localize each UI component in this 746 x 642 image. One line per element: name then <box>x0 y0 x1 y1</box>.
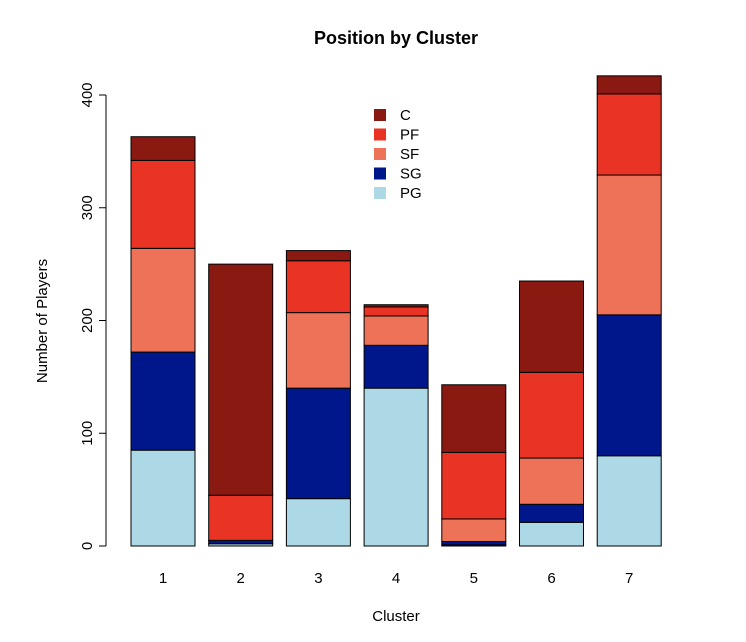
bar-segment-sg-cluster-7 <box>596 314 662 457</box>
bar-segment-pg-cluster-1 <box>130 449 196 547</box>
legend: C PF SF SG PG <box>374 107 422 202</box>
legend-swatch-sf <box>374 148 386 160</box>
legend-label-pf: PF <box>400 127 419 144</box>
x-tick-label: 3 <box>314 570 322 587</box>
bar-segment-sf-cluster-4 <box>363 315 429 346</box>
bar-segment-sg-cluster-3 <box>285 387 351 500</box>
y-tick-label: 400 <box>79 82 96 107</box>
bar-segment-pg-cluster-3 <box>285 498 351 547</box>
y-axis: 0 100 200 300 400 <box>79 82 107 550</box>
y-tick-label: 300 <box>79 195 96 220</box>
bar-segment-c-cluster-2 <box>208 263 274 496</box>
bar-segment-c-cluster-6 <box>519 280 584 373</box>
y-tick-label: 100 <box>79 421 96 446</box>
x-tick-label: 1 <box>159 570 167 587</box>
legend-label-c: C <box>400 107 411 124</box>
legend-swatch-pg <box>374 187 386 199</box>
bar-segment-sg-cluster-5 <box>441 540 507 546</box>
legend-label-sf: SF <box>400 146 419 163</box>
x-tick-label: 5 <box>470 570 478 587</box>
bar-segment-sg-cluster-2 <box>208 539 274 545</box>
bar-segment-sf-cluster-3 <box>285 312 351 389</box>
bars-group <box>130 75 662 547</box>
bar-segment-sg-cluster-4 <box>363 344 429 389</box>
x-axis-ticks: 1 2 3 4 5 6 7 <box>159 570 634 587</box>
bar-segment-pg-cluster-6 <box>519 521 584 547</box>
x-axis-label: Cluster <box>372 608 420 625</box>
bar-segment-pf-cluster-2 <box>208 494 274 541</box>
legend-swatch-sg <box>374 167 386 180</box>
bar-segment-pf-cluster-5 <box>441 451 507 520</box>
bar-segment-sf-cluster-5 <box>441 518 507 542</box>
bar-segment-sf-cluster-1 <box>130 247 196 353</box>
bar-segment-pf-cluster-1 <box>130 159 196 249</box>
bar-segment-pf-cluster-6 <box>519 371 584 459</box>
x-tick-label: 7 <box>625 570 633 587</box>
x-tick-label: 6 <box>547 570 555 587</box>
legend-swatch-c <box>374 109 386 121</box>
legend-label-sg: SG <box>400 166 422 183</box>
bar-segment-pf-cluster-4 <box>363 306 429 317</box>
bar-segment-pf-cluster-7 <box>596 93 662 176</box>
bar-segment-c-cluster-1 <box>130 136 196 161</box>
x-tick-label: 4 <box>392 570 400 587</box>
bar-segment-c-cluster-5 <box>441 384 507 453</box>
y-axis-label: Number of Players <box>34 259 51 383</box>
bar-segment-pg-cluster-4 <box>363 387 429 547</box>
bar-segment-sg-cluster-6 <box>519 503 584 523</box>
chart-title: Position by Cluster <box>314 28 478 48</box>
bar-segment-pg-cluster-7 <box>596 455 662 547</box>
bar-segment-pf-cluster-3 <box>285 260 351 314</box>
bar-segment-c-cluster-7 <box>596 75 662 95</box>
y-tick-label: 200 <box>79 308 96 333</box>
bar-segment-sf-cluster-6 <box>519 457 584 505</box>
y-tick-label: 0 <box>79 542 96 550</box>
bar-segment-sg-cluster-1 <box>130 351 196 451</box>
legend-swatch-pf <box>374 128 386 141</box>
bar-segment-c-cluster-3 <box>285 250 351 262</box>
bar-segment-sf-cluster-7 <box>596 174 662 316</box>
bar-segment-c-cluster-4 <box>363 304 429 308</box>
legend-label-pg: PG <box>400 185 422 202</box>
x-tick-label: 2 <box>237 570 245 587</box>
